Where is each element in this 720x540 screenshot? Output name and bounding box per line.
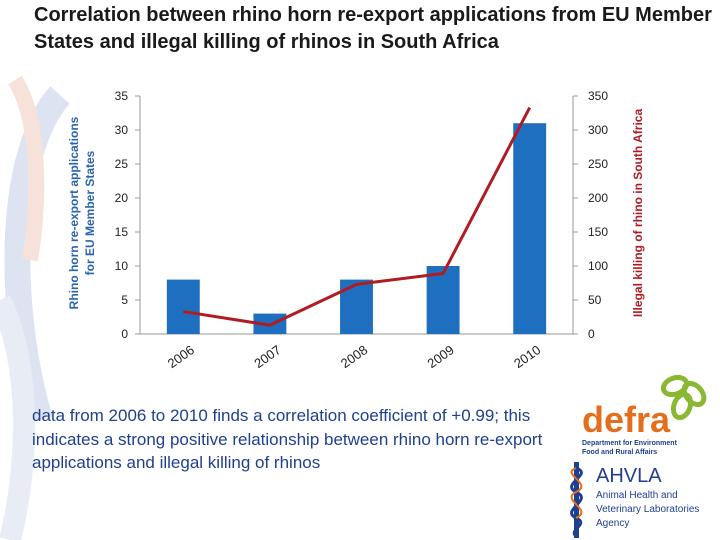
left-tick-label: 35: [115, 89, 129, 103]
left-tick-label: 15: [115, 225, 129, 239]
x-tick-label: 2007: [251, 342, 283, 371]
right-axis-label: Illegal killing of rhino in South Africa: [631, 109, 645, 318]
left-axis-ticks: 0 5 10 15 20 25 30 35: [115, 89, 140, 341]
left-tick-label: 25: [115, 157, 129, 171]
x-tick-label: 2006: [165, 342, 197, 371]
left-tick-label: 10: [115, 259, 129, 273]
ahvla-name: AHVLA: [596, 465, 662, 487]
bar-2010: [513, 123, 547, 334]
right-tick-label: 200: [588, 191, 608, 205]
ahvla-logo: AHVLA Animal Health and Veterinary Labor…: [570, 462, 699, 538]
x-tick-label: 2008: [338, 342, 370, 371]
right-tick-label: 100: [588, 259, 608, 273]
line-illegal-killing: [183, 106, 532, 327]
right-tick-label: 150: [588, 225, 608, 239]
combo-chart: 0 5 10 15 20 25 30 35 0 50 100 150 200 250 300 350 200…: [67, 89, 645, 371]
left-tick-label: 5: [121, 293, 128, 307]
defra-subtitle-line1: Department for Environment: [582, 440, 678, 447]
description-text: data from 2006 to 2010 finds a correlati…: [32, 406, 543, 472]
caduceus-icon: [570, 462, 583, 538]
bar-2006: [166, 279, 200, 334]
ahvla-line3: Agency: [596, 518, 629, 529]
left-axis-label-line1: Rhino horn re-export applications: [67, 116, 81, 309]
right-tick-label: 350: [588, 89, 608, 103]
x-tick-label: 2009: [425, 342, 457, 371]
line-series: [183, 106, 532, 327]
left-tick-label: 0: [121, 327, 128, 341]
slide-title: Correlation between rhino horn re-export…: [34, 4, 712, 53]
decorative-swirl: [0, 75, 71, 540]
right-tick-label: 50: [588, 293, 602, 307]
defra-subtitle-line2: Food and Rural Affairs: [582, 449, 657, 456]
ahvla-line1: Animal Health and: [596, 490, 678, 501]
right-tick-label: 0: [588, 327, 595, 341]
x-axis-ticks: 2006 2007 2008 2009 2010: [165, 342, 544, 371]
left-tick-label: 20: [115, 191, 129, 205]
bar-series: [166, 123, 547, 334]
bar-2008: [340, 279, 373, 334]
defra-logo: defra Department for Environment Food an…: [582, 374, 707, 456]
ahvla-line2: Veterinary Laboratories: [596, 504, 699, 515]
defra-wordmark: defra: [582, 399, 671, 440]
right-tick-label: 300: [588, 123, 608, 137]
left-axis-label-line2: for EU Member States: [83, 150, 97, 275]
left-tick-label: 30: [115, 123, 129, 137]
x-tick-label: 2010: [511, 342, 543, 371]
right-tick-label: 250: [588, 157, 608, 171]
defra-leaf-icon: [660, 374, 707, 421]
right-axis-ticks: 0 50 100 150 200 250 300 350: [573, 89, 608, 341]
bar-2009: [426, 266, 460, 334]
